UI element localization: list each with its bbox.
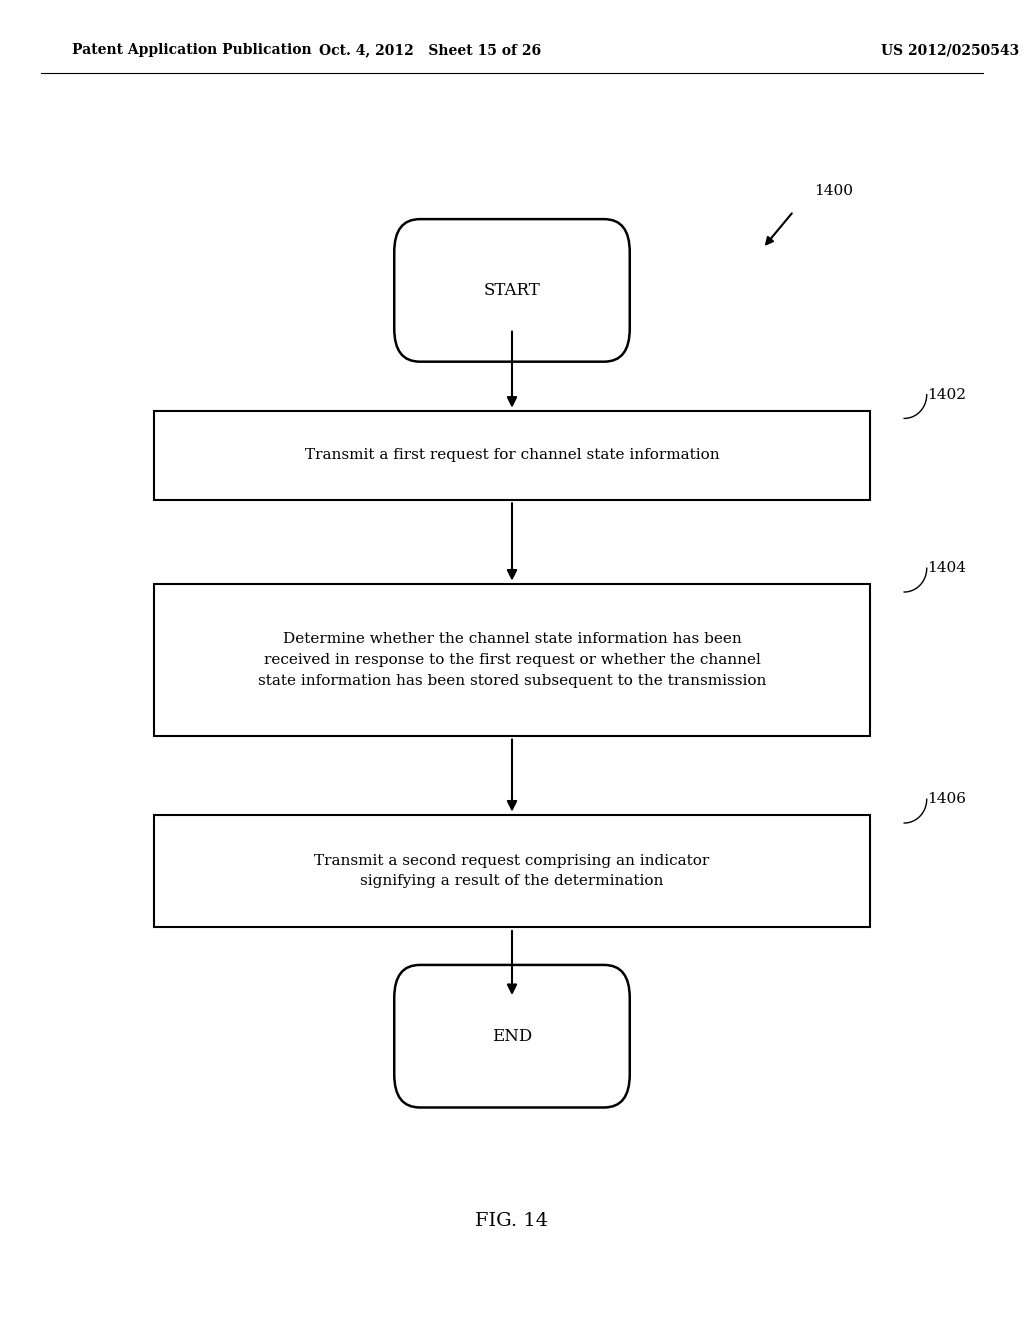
Text: Transmit a first request for channel state information: Transmit a first request for channel sta… bbox=[305, 449, 719, 462]
Text: FIG. 14: FIG. 14 bbox=[475, 1212, 549, 1230]
Text: US 2012/0250543 A1: US 2012/0250543 A1 bbox=[881, 44, 1024, 57]
Bar bbox=[154, 411, 870, 500]
FancyBboxPatch shape bbox=[394, 219, 630, 362]
FancyBboxPatch shape bbox=[394, 965, 630, 1107]
Text: 1406: 1406 bbox=[927, 792, 966, 807]
Text: 1402: 1402 bbox=[927, 388, 966, 401]
Text: Determine whether the channel state information has been
received in response to: Determine whether the channel state info… bbox=[258, 632, 766, 688]
Text: 1404: 1404 bbox=[927, 561, 966, 576]
Text: 1400: 1400 bbox=[814, 185, 853, 198]
Bar bbox=[154, 583, 870, 737]
Text: Oct. 4, 2012   Sheet 15 of 26: Oct. 4, 2012 Sheet 15 of 26 bbox=[319, 44, 541, 57]
Text: START: START bbox=[483, 282, 541, 298]
Text: Transmit a second request comprising an indicator
signifying a result of the det: Transmit a second request comprising an … bbox=[314, 854, 710, 888]
Bar bbox=[154, 814, 870, 927]
Text: Patent Application Publication: Patent Application Publication bbox=[72, 44, 311, 57]
Text: END: END bbox=[492, 1028, 532, 1044]
